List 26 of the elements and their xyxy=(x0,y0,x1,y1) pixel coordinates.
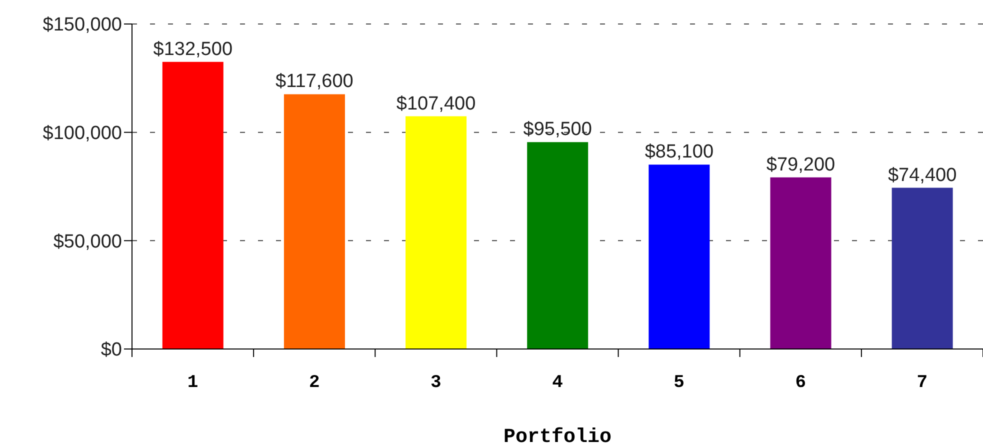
data-label: $79,200 xyxy=(766,154,836,176)
data-label: $107,400 xyxy=(396,93,476,114)
data-label: $117,600 xyxy=(276,71,354,92)
x-tick-label: 2 xyxy=(308,373,320,393)
bar xyxy=(527,142,588,349)
y-tick-label: $0 xyxy=(100,340,122,361)
bar xyxy=(162,62,224,349)
x-tick-label: 7 xyxy=(916,373,928,393)
bar xyxy=(648,164,710,349)
bar xyxy=(406,116,467,349)
bar xyxy=(892,188,953,349)
data-label: $74,400 xyxy=(888,164,957,186)
y-tick-label: $150,000 xyxy=(42,14,122,36)
data-label: $132,500 xyxy=(153,38,233,60)
x-tick-label: 3 xyxy=(430,373,442,393)
bar xyxy=(770,177,832,349)
bar xyxy=(284,94,345,349)
data-label: $85,100 xyxy=(644,142,714,163)
y-tick-label: $50,000 xyxy=(53,231,122,252)
data-label: $95,500 xyxy=(523,119,592,140)
x-axis-title: Portfolio xyxy=(503,426,612,444)
x-tick-label: 5 xyxy=(674,373,684,393)
y-tick-label: $100,000 xyxy=(42,122,122,144)
x-tick-label: 6 xyxy=(795,373,806,393)
x-tick-label: 1 xyxy=(187,373,198,393)
x-tick-label: 4 xyxy=(552,373,564,393)
